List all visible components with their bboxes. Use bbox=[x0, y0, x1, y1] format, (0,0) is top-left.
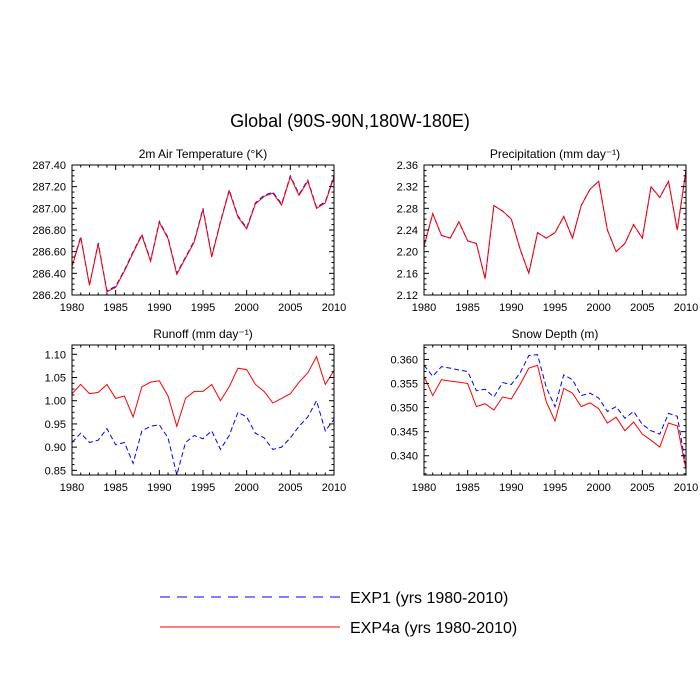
figure-title: Global (90S-90N,180W-180E) bbox=[230, 111, 470, 131]
y-tick-label: 0.360 bbox=[390, 354, 418, 366]
x-tick-label: 2005 bbox=[630, 302, 654, 314]
panels: 2m Air Temperature (°K) 1980 1985 1990 1995 2… bbox=[32, 147, 698, 494]
x-tick-label: 1990 bbox=[147, 482, 171, 494]
y-tick-label: 2.16 bbox=[397, 268, 418, 280]
y-tick-label: 287.40 bbox=[32, 160, 66, 172]
y-tick-label: 2.20 bbox=[397, 247, 418, 259]
legend: EXP1 (yrs 1980-2010) EXP4a (yrs 1980-201… bbox=[160, 590, 517, 637]
panel-title-snow-depth: Snow Depth (m) bbox=[512, 327, 599, 341]
x-tick-label: 1990 bbox=[499, 482, 523, 494]
x-tick-label: 1995 bbox=[191, 482, 215, 494]
y-tick-label: 286.60 bbox=[32, 247, 66, 259]
legend-label-exp4a: EXP4a (yrs 1980-2010) bbox=[350, 620, 517, 637]
x-tick-label: 2000 bbox=[586, 302, 610, 314]
y-tick-label: 2.28 bbox=[397, 203, 418, 215]
x-tick-label: 1990 bbox=[499, 302, 523, 314]
series-line-snow-depth-exp4a bbox=[423, 364, 687, 470]
panel-title-precipitation: Precipitation (mm day⁻¹) bbox=[490, 147, 620, 161]
x-tick-label: 2010 bbox=[674, 482, 698, 494]
y-tick-label: 2.36 bbox=[397, 160, 418, 172]
x-tick-label: 1995 bbox=[543, 302, 567, 314]
y-tick-label: 2.12 bbox=[397, 290, 418, 302]
x-tick-label: 1985 bbox=[455, 482, 479, 494]
x-tick-label: 2000 bbox=[586, 482, 610, 494]
x-tick-label: 1995 bbox=[543, 482, 567, 494]
y-tick-label: 286.40 bbox=[32, 268, 66, 280]
y-tick-label: 0.350 bbox=[390, 403, 418, 415]
y-tick-label: 287.20 bbox=[32, 182, 66, 194]
x-tick-label: 2005 bbox=[278, 482, 302, 494]
x-tick-label: 2010 bbox=[322, 482, 346, 494]
series-line-runoff-exp4a bbox=[71, 355, 335, 428]
y-tick-label: 0.345 bbox=[390, 427, 418, 439]
y-tick-label: 2.32 bbox=[397, 182, 418, 194]
series-line-precipitation-exp4a bbox=[423, 170, 687, 279]
x-tick-label: 1985 bbox=[455, 302, 479, 314]
x-tick-label: 1990 bbox=[147, 302, 171, 314]
series-line-runoff-exp1 bbox=[71, 399, 335, 476]
x-tick-label: 2005 bbox=[630, 482, 654, 494]
x-tick-label: 1980 bbox=[60, 482, 84, 494]
x-tick-label: 1985 bbox=[103, 482, 127, 494]
y-tick-label: 287.00 bbox=[32, 203, 66, 215]
x-tick-label: 1995 bbox=[191, 302, 215, 314]
x-tick-label: 2005 bbox=[278, 302, 302, 314]
panel-precipitation: Precipitation (mm day⁻¹) 1980 1985 1990 1995… bbox=[397, 147, 699, 314]
panel-snow-depth: Snow Depth (m) 1980 1985 1990 1995 2000 2005 20… bbox=[390, 327, 698, 494]
y-tick-label: 0.340 bbox=[390, 451, 418, 463]
panel-title-runoff: Runoff (mm day⁻¹) bbox=[153, 327, 252, 341]
x-tick-label: 2000 bbox=[234, 302, 258, 314]
y-tick-label: 286.20 bbox=[32, 290, 66, 302]
panel-air-temperature: 2m Air Temperature (°K) 1980 1985 1990 1995 2… bbox=[32, 147, 346, 314]
panel-title-air-temperature: 2m Air Temperature (°K) bbox=[139, 147, 268, 161]
x-tick-label: 2000 bbox=[234, 482, 258, 494]
x-tick-label: 1985 bbox=[103, 302, 127, 314]
y-tick-label: 0.85 bbox=[45, 465, 66, 477]
legend-label-exp1: EXP1 (yrs 1980-2010) bbox=[350, 590, 508, 607]
y-tick-label: 1.05 bbox=[45, 373, 66, 385]
x-tick-label: 1980 bbox=[412, 482, 436, 494]
x-tick-label: 2010 bbox=[322, 302, 346, 314]
y-tick-label: 1.00 bbox=[45, 396, 66, 408]
y-tick-label: 2.24 bbox=[397, 225, 418, 237]
x-tick-label: 2010 bbox=[674, 302, 698, 314]
series-line-air-temperature-exp4a bbox=[71, 175, 335, 293]
y-tick-label: 0.95 bbox=[45, 419, 66, 431]
series-line-snow-depth-exp1 bbox=[423, 354, 687, 467]
y-tick-label: 0.90 bbox=[45, 442, 66, 454]
panel-runoff: Runoff (mm day⁻¹) 1980 1985 1990 1995 2000 200… bbox=[45, 327, 347, 494]
y-tick-label: 286.80 bbox=[32, 225, 66, 237]
y-tick-label: 1.10 bbox=[45, 349, 66, 361]
x-tick-label: 1980 bbox=[60, 302, 84, 314]
x-tick-label: 1980 bbox=[412, 302, 436, 314]
y-tick-label: 0.355 bbox=[390, 379, 418, 391]
